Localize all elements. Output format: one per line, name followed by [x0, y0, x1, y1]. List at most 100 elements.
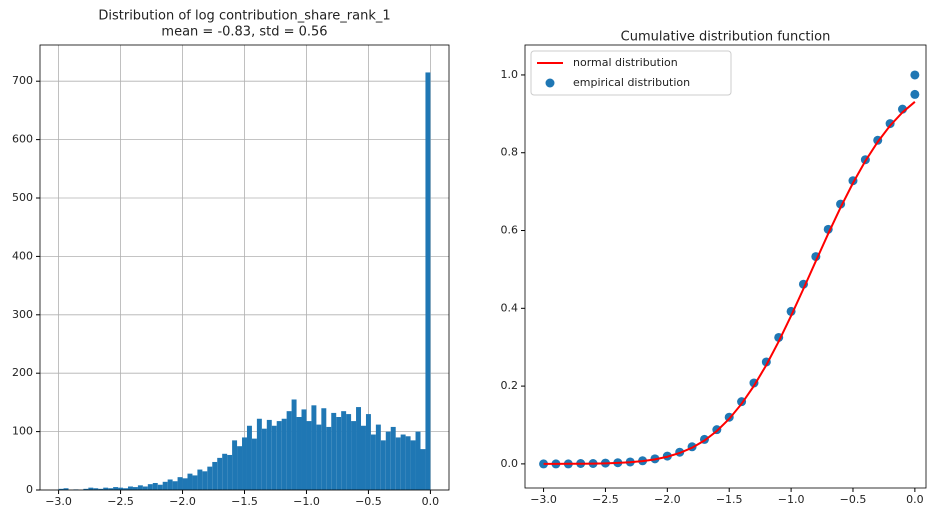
bar: [152, 482, 158, 490]
bar: [316, 424, 322, 490]
bar: [365, 414, 371, 490]
bar: [311, 405, 317, 490]
y-tick-label: 0.4: [501, 301, 519, 314]
bar: [132, 487, 138, 490]
bar: [341, 411, 347, 490]
bar: [306, 421, 312, 490]
y-tick-label: 300: [12, 308, 33, 321]
bar: [167, 479, 173, 490]
bar: [356, 407, 362, 490]
bar: [108, 488, 114, 490]
point: [910, 70, 920, 80]
bar: [261, 428, 267, 490]
x-tick-label: −2.5: [592, 493, 619, 506]
legend-label: normal distribution: [573, 56, 678, 69]
point: [885, 119, 895, 129]
y-tick-label: 1.0: [501, 68, 519, 81]
bar: [222, 453, 228, 490]
y-tick-label: 0.0: [501, 457, 519, 470]
bar: [217, 457, 223, 490]
y-tick-label: 600: [12, 133, 33, 146]
bar: [93, 488, 99, 490]
y-tick-label: 0.6: [501, 224, 519, 237]
point: [910, 89, 920, 99]
bar: [177, 477, 183, 490]
line: [543, 101, 916, 465]
x-tick-label: −1.0: [293, 495, 320, 508]
bar: [281, 418, 287, 490]
bar: [251, 438, 257, 490]
bar: [192, 475, 198, 490]
bar: [415, 431, 421, 490]
x-tick-label: −2.0: [169, 495, 196, 508]
bar: [98, 488, 104, 490]
bar: [420, 449, 426, 490]
bar: [395, 437, 401, 490]
bar: [232, 440, 238, 490]
bar: [142, 486, 148, 490]
bar: [246, 425, 252, 490]
bar: [137, 485, 143, 490]
bar: [237, 446, 243, 490]
axes-frame: [39, 44, 450, 491]
bar: [103, 487, 109, 490]
chart-title: Cumulative distribution function: [621, 30, 831, 45]
bar: [405, 436, 411, 490]
legend-label: empirical distribution: [573, 76, 690, 89]
bar: [425, 72, 431, 490]
axes-frame: [524, 44, 927, 489]
y-tick-label: 0: [26, 483, 33, 496]
bar: [326, 426, 332, 490]
y-tick-label: 0.2: [501, 379, 519, 392]
bar: [346, 414, 352, 490]
legend-swatch: [545, 78, 555, 88]
bar: [271, 425, 277, 490]
y-tick-label: 500: [12, 191, 33, 204]
bar: [118, 487, 124, 490]
bar: [266, 419, 272, 490]
x-tick-label: −1.5: [716, 493, 743, 506]
chart-subtitle: mean = -0.83, std = 0.56: [161, 25, 327, 40]
bar: [375, 424, 381, 490]
bar: [276, 421, 282, 490]
bar: [157, 484, 163, 490]
bar: [286, 411, 292, 490]
bar: [172, 481, 178, 490]
bar: [385, 431, 391, 490]
x-tick-label: −0.5: [840, 493, 867, 506]
bar: [187, 473, 193, 490]
x-tick-label: −3.0: [45, 495, 72, 508]
bar: [410, 440, 416, 490]
bar: [321, 408, 327, 490]
legend-box: [530, 50, 732, 96]
bar: [63, 488, 69, 490]
bar: [88, 487, 94, 490]
bar: [127, 486, 133, 490]
bar: [351, 421, 357, 490]
x-tick-label: −2.0: [654, 493, 681, 506]
bar: [123, 488, 128, 490]
x-tick-label: −1.0: [778, 493, 805, 506]
bar: [336, 417, 342, 490]
x-tick-label: −2.5: [107, 495, 134, 508]
y-tick-label: 100: [12, 425, 33, 438]
bar: [380, 440, 386, 490]
bar: [331, 412, 337, 490]
bar: [113, 487, 119, 490]
bar: [256, 418, 262, 490]
bar: [162, 481, 168, 490]
bar: [390, 426, 396, 490]
bar: [147, 484, 153, 490]
x-tick-label: −0.5: [355, 495, 382, 508]
bar: [296, 417, 302, 490]
bar: [58, 488, 64, 490]
x-tick-label: 0.0: [422, 495, 440, 508]
y-tick-label: 0.8: [501, 146, 519, 159]
bar: [370, 434, 376, 490]
y-tick-label: 200: [12, 366, 33, 379]
bar: [227, 454, 233, 490]
bar: [301, 409, 307, 490]
y-tick-label: 400: [12, 249, 33, 262]
bar: [212, 461, 218, 490]
